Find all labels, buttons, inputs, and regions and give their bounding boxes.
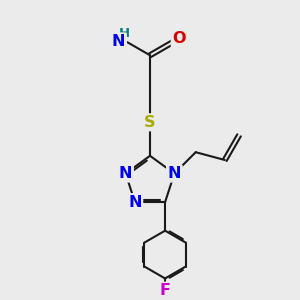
Text: N: N bbox=[168, 166, 181, 181]
Text: H: H bbox=[118, 27, 130, 40]
Text: F: F bbox=[160, 283, 171, 298]
Text: N: N bbox=[112, 34, 125, 49]
Text: N: N bbox=[128, 195, 142, 210]
Text: O: O bbox=[172, 31, 186, 46]
Text: N: N bbox=[119, 166, 132, 181]
Text: S: S bbox=[144, 115, 156, 130]
